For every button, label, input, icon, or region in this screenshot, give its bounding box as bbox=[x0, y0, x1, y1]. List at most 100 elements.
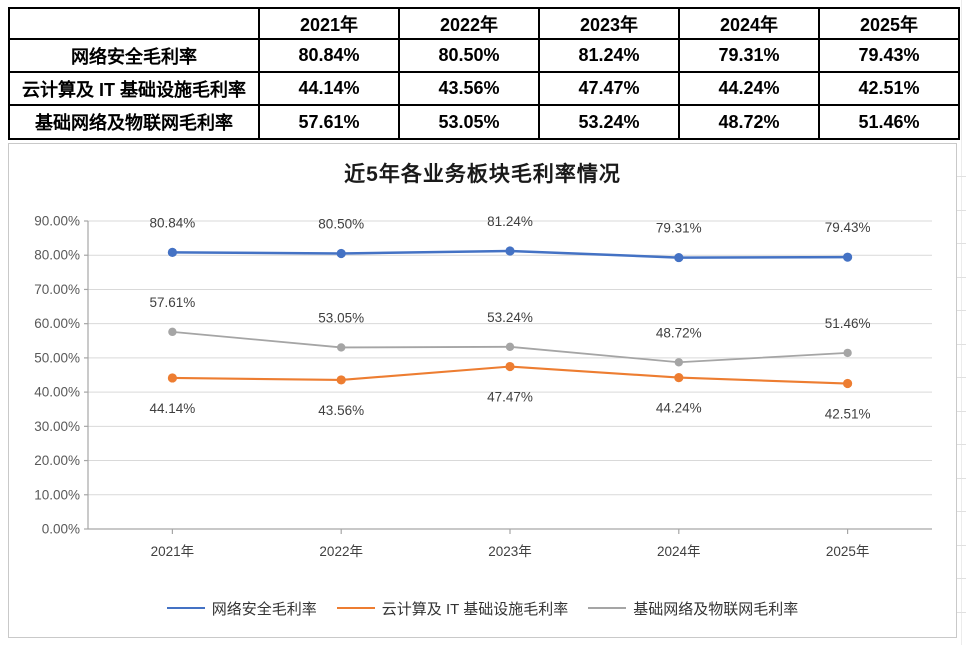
data-label: 80.84% bbox=[150, 215, 196, 230]
data-label: 44.14% bbox=[150, 401, 196, 416]
data-point bbox=[505, 361, 515, 372]
x-axis-label: 2021年 bbox=[151, 544, 195, 559]
data-label: 47.47% bbox=[487, 390, 533, 405]
chart-legend: 网络安全毛利率 云计算及 IT 基础设施毛利率 基础网络及物联网毛利率 bbox=[9, 596, 956, 620]
table-header-cell[interactable]: 2022年 bbox=[398, 7, 540, 40]
spreadsheet-gridline bbox=[956, 176, 966, 177]
table-row: 云计算及 IT 基础设施毛利率 44.14% 43.56% 47.47% 44.… bbox=[8, 71, 960, 106]
table-cell[interactable]: 44.24% bbox=[678, 71, 820, 106]
data-point bbox=[168, 327, 177, 337]
spreadsheet-gridline bbox=[956, 511, 966, 512]
data-label: 48.72% bbox=[656, 325, 702, 340]
y-axis-label: 0.00% bbox=[42, 522, 80, 537]
legend-line-swatch bbox=[166, 607, 205, 609]
spreadsheet-gridline bbox=[956, 377, 966, 378]
y-axis-label: 70.00% bbox=[34, 282, 80, 297]
spreadsheet-gridline bbox=[956, 344, 966, 345]
y-axis-label: 30.00% bbox=[34, 419, 80, 434]
table-row: 基础网络及物联网毛利率 57.61% 53.05% 53.24% 48.72% … bbox=[8, 104, 960, 140]
table-cell[interactable]: 53.24% bbox=[538, 104, 680, 140]
legend-label: 基础网络及物联网毛利率 bbox=[633, 600, 799, 618]
data-point bbox=[674, 358, 683, 367]
data-point bbox=[843, 348, 852, 358]
y-axis-label: 60.00% bbox=[34, 316, 80, 331]
y-axis-label: 90.00% bbox=[34, 214, 80, 229]
data-point bbox=[337, 343, 346, 352]
table-cell-2025[interactable]: 79.43% bbox=[818, 38, 960, 73]
data-label: 80.50% bbox=[318, 217, 364, 232]
spreadsheet-gridline bbox=[956, 444, 966, 445]
legend-line-swatch bbox=[336, 607, 375, 609]
data-point bbox=[674, 373, 684, 383]
data-point bbox=[167, 247, 177, 257]
table-cell[interactable]: 47.47% bbox=[538, 71, 680, 106]
table-header-cell[interactable]: 2021年 bbox=[258, 7, 400, 40]
legend-label: 网络安全毛利率 bbox=[211, 600, 317, 618]
y-axis-label: 40.00% bbox=[34, 385, 80, 400]
data-point bbox=[843, 252, 853, 262]
spreadsheet-gridline bbox=[956, 612, 966, 613]
data-point bbox=[336, 248, 346, 259]
data-point bbox=[843, 378, 853, 389]
x-axis-label: 2025年 bbox=[826, 544, 870, 559]
spreadsheet-gridline bbox=[956, 210, 966, 211]
row-label-cell[interactable]: 网络安全毛利率 bbox=[8, 38, 260, 73]
y-axis-label: 20.00% bbox=[34, 453, 80, 468]
row-label-cell[interactable]: 云计算及 IT 基础设施毛利率 bbox=[8, 71, 260, 106]
legend-label: 云计算及 IT 基础设施毛利率 bbox=[381, 600, 569, 618]
table-cell[interactable]: 80.84% bbox=[258, 38, 400, 73]
row-label-cell[interactable]: 基础网络及物联网毛利率 bbox=[8, 104, 260, 140]
table-row: 网络安全毛利率 80.84% 80.50% 81.24% 79.31% 79.4… bbox=[8, 38, 960, 73]
x-axis-label: 2023年 bbox=[488, 544, 532, 559]
legend-line-swatch bbox=[588, 607, 627, 609]
data-label: 53.24% bbox=[487, 310, 533, 325]
table-cell[interactable]: 43.56% bbox=[398, 71, 540, 106]
data-label: 43.56% bbox=[318, 403, 364, 418]
legend-item[interactable]: 基础网络及物联网毛利率 bbox=[588, 598, 798, 619]
x-axis-label: 2022年 bbox=[319, 544, 363, 559]
data-point bbox=[674, 252, 684, 263]
spreadsheet-gridline bbox=[956, 545, 966, 546]
chart-title: 近5年各业务板块毛利率情况 bbox=[344, 163, 621, 186]
table-cell-2025[interactable]: 51.46% bbox=[818, 104, 960, 140]
data-point bbox=[167, 373, 177, 383]
table-header-cell-2025[interactable]: 2025年 bbox=[818, 7, 960, 40]
data-label: 44.24% bbox=[656, 401, 702, 416]
spreadsheet-gridline bbox=[956, 478, 966, 479]
table-cell[interactable]: 80.50% bbox=[398, 38, 540, 73]
margin-table: 2021年 2022年 2023年 2024年 2025年 网络安全毛利率 80… bbox=[8, 7, 960, 140]
spreadsheet-gridline bbox=[956, 310, 966, 311]
data-label: 79.43% bbox=[825, 220, 871, 235]
y-axis-label: 50.00% bbox=[34, 350, 80, 365]
table-corner-cell[interactable] bbox=[8, 7, 260, 40]
legend-item[interactable]: 云计算及 IT 基础设施毛利率 bbox=[336, 598, 569, 619]
data-point bbox=[505, 246, 515, 256]
table-header-row: 2021年 2022年 2023年 2024年 2025年 bbox=[8, 7, 960, 40]
data-label: 79.31% bbox=[656, 221, 702, 236]
data-point bbox=[336, 375, 346, 385]
table-cell[interactable]: 48.72% bbox=[678, 104, 820, 140]
spreadsheet-gridline bbox=[956, 578, 966, 579]
spreadsheet-gridline bbox=[956, 243, 966, 244]
table-header-cell[interactable]: 2023年 bbox=[538, 7, 680, 40]
data-label: 42.51% bbox=[825, 407, 871, 422]
table-cell-2025[interactable]: 42.51% bbox=[818, 71, 960, 106]
y-axis-label: 80.00% bbox=[34, 248, 80, 263]
data-label: 81.24% bbox=[487, 214, 533, 229]
line-chart: 0.00% 10.00% 20.00% 30.00% 40.00% 50.00% 60.00… bbox=[34, 214, 932, 559]
y-axis-label: 10.00% bbox=[34, 487, 80, 502]
data-label: 53.05% bbox=[318, 310, 364, 325]
data-label: 51.46% bbox=[825, 316, 871, 331]
spreadsheet-gridline bbox=[956, 411, 966, 412]
table-cell[interactable]: 57.61% bbox=[258, 104, 400, 140]
table-cell[interactable]: 53.05% bbox=[398, 104, 540, 140]
chart-panel[interactable]: 0.00% 10.00% 20.00% 30.00% 40.00% 50.00% 60.00… bbox=[8, 143, 957, 638]
table-cell[interactable]: 79.31% bbox=[678, 38, 820, 73]
data-label: 57.61% bbox=[150, 295, 196, 310]
table-header-cell[interactable]: 2024年 bbox=[678, 7, 820, 40]
x-axis-label: 2024年 bbox=[657, 544, 701, 559]
legend-item[interactable]: 网络安全毛利率 bbox=[166, 598, 317, 619]
table-cell[interactable]: 81.24% bbox=[538, 38, 680, 73]
table-cell[interactable]: 44.14% bbox=[258, 71, 400, 106]
